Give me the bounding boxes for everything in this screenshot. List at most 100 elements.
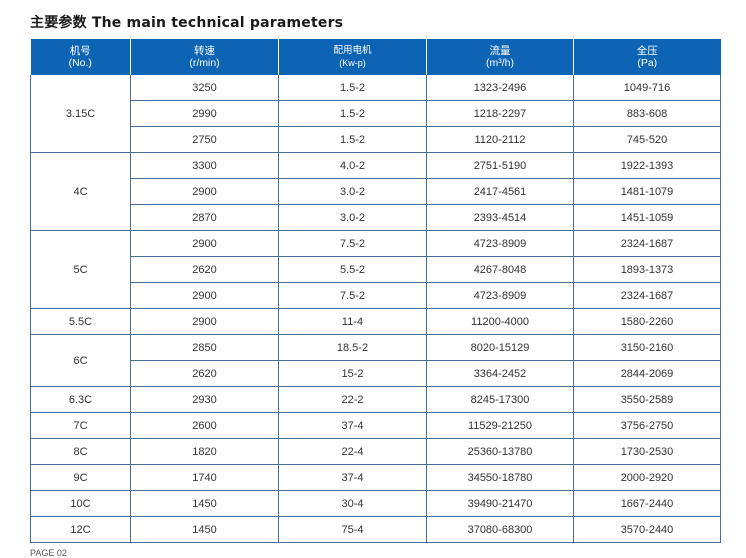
motor-cell: 22-4 xyxy=(278,438,427,465)
header-speed-en: (r/min) xyxy=(189,57,220,69)
speed-cell: 1740 xyxy=(130,464,279,491)
speed-cell: 3250 xyxy=(130,75,279,101)
header-flow-en: (m³/h) xyxy=(486,57,514,69)
flow-cell: 4267-8048 xyxy=(426,256,574,283)
flow-cell: 4723-8909 xyxy=(426,230,574,257)
motor-cell: 3.0-2 xyxy=(278,204,427,231)
header-speed: 转速 (r/min) xyxy=(130,39,279,75)
table-row: 2750 1.5-2 1120-2112 745-520 xyxy=(31,126,721,153)
speed-cell: 2850 xyxy=(130,334,279,361)
speed-cell: 1820 xyxy=(130,438,279,465)
speed-cell: 2930 xyxy=(130,386,279,413)
table-row: 5.5C 2900 11-4 11200-4000 1580-2260 xyxy=(30,308,721,335)
header-model-en: (No.) xyxy=(68,57,92,69)
model-cell: 10C xyxy=(30,490,131,517)
motor-cell: 1.5-2 xyxy=(278,126,427,153)
pressure-cell: 3150-2160 xyxy=(573,334,721,361)
motor-cell: 1.5-2 xyxy=(278,100,427,127)
motor-cell: 3.0-2 xyxy=(278,178,427,205)
model-cell: 6.3C xyxy=(30,386,131,413)
motor-cell: 18.5-2 xyxy=(278,334,427,361)
table-row: 6C 2850 18.5-2 8020-15129 3150-2160 xyxy=(30,334,721,387)
speed-cell: 3300 xyxy=(130,152,279,179)
motor-cell: 11-4 xyxy=(278,308,427,335)
header-motor-cn: 配用电机 xyxy=(333,45,372,56)
pressure-cell: 2000-2920 xyxy=(573,464,721,491)
pressure-cell: 1580-2260 xyxy=(573,308,721,335)
motor-cell: 75-4 xyxy=(278,516,427,543)
flow-cell: 11529-21250 xyxy=(426,412,574,439)
model-cell: 8C xyxy=(30,438,131,465)
motor-cell: 4.0-2 xyxy=(278,152,427,179)
table-row: 2990 1.5-2 1218-2297 883-608 xyxy=(31,100,721,127)
header-flow: 流量 (m³/h) xyxy=(426,39,574,75)
flow-cell: 1218-2297 xyxy=(426,100,574,127)
speed-cell: 2990 xyxy=(130,100,279,127)
motor-cell: 7.5-2 xyxy=(278,282,427,309)
table-row: 5C 2900 7.5-2 4723-8909 2324-1687 xyxy=(30,230,721,309)
pressure-cell: 1893-1373 xyxy=(573,256,721,283)
speed-cell: 2750 xyxy=(130,126,279,153)
pressure-cell: 2324-1687 xyxy=(573,282,721,309)
pressure-cell: 1730-2530 xyxy=(573,438,721,465)
speed-cell: 2870 xyxy=(130,204,279,231)
table-row: 8C 1820 22-4 25360-13780 1730-2530 xyxy=(30,438,721,465)
pressure-cell: 1922-1393 xyxy=(573,152,721,179)
model-cell: 3.15C xyxy=(30,75,131,153)
pressure-cell: 1667-2440 xyxy=(573,490,721,517)
pressure-cell: 883-608 xyxy=(573,100,721,127)
speed-cell: 2620 xyxy=(130,256,279,283)
model-cell: 4C xyxy=(30,152,131,231)
model-cell: 5C xyxy=(30,230,131,309)
pressure-cell: 745-520 xyxy=(573,126,721,153)
table-row: 2900 7.5-2 4723-8909 2324-1687 xyxy=(31,282,721,309)
motor-cell: 7.5-2 xyxy=(278,230,427,257)
speed-cell: 2900 xyxy=(130,178,279,205)
speed-cell: 2900 xyxy=(130,282,279,309)
flow-cell: 11200-4000 xyxy=(426,308,574,335)
pressure-cell: 3550-2589 xyxy=(573,386,721,413)
header-speed-cn: 转速 xyxy=(194,45,215,57)
pressure-cell: 1049-716 xyxy=(573,75,721,101)
model-cell: 6C xyxy=(30,334,131,387)
header-motor-en: (Kw-p) xyxy=(339,58,366,68)
speed-cell: 2900 xyxy=(130,230,279,257)
motor-cell: 37-4 xyxy=(278,464,427,491)
speed-cell: 2620 xyxy=(130,360,279,387)
pressure-cell: 1451-1059 xyxy=(573,204,721,231)
model-cell: 7C xyxy=(30,412,131,439)
pressure-cell: 2324-1687 xyxy=(573,230,721,257)
table-row: 3.15C 3250 1.5-2 1323-2496 1049-716 xyxy=(30,75,721,153)
table-row: 2620 5.5-2 4267-8048 1893-1373 xyxy=(31,256,721,283)
flow-cell: 4723-8909 xyxy=(426,282,574,309)
table-row: 4C 3300 4.0-2 2751-5190 1922-1393 xyxy=(30,152,721,231)
header-model-cn: 机号 xyxy=(69,45,91,57)
motor-cell: 30-4 xyxy=(278,490,427,517)
table-row: 9C 1740 37-4 34550-18780 2000-2920 xyxy=(30,464,721,491)
table-body: 3.15C 3250 1.5-2 1323-2496 1049-716 2990 1.5-2… xyxy=(30,75,721,543)
page-footer: PAGE 02 xyxy=(30,548,67,558)
header-pressure-cn: 全压 xyxy=(636,45,658,57)
flow-cell: 1120-2112 xyxy=(426,126,574,153)
flow-cell: 1323-2496 xyxy=(426,75,574,101)
header-motor: 配用电机 (Kw-p) xyxy=(278,39,427,75)
motor-cell: 37-4 xyxy=(278,412,427,439)
motor-cell: 5.5-2 xyxy=(278,256,427,283)
model-cell: 9C xyxy=(30,464,131,491)
flow-cell: 2393-4514 xyxy=(426,204,574,231)
model-cell: 5.5C xyxy=(30,308,131,335)
flow-cell: 37080-68300 xyxy=(426,516,574,543)
header-model: 机号 (No.) xyxy=(30,39,131,75)
pressure-cell: 3570-2440 xyxy=(573,516,721,543)
table-row: 12C 1450 75-4 37080-68300 3570-2440 xyxy=(30,516,721,543)
motor-cell: 1.5-2 xyxy=(278,75,427,101)
parameters-table: 机号 (No.) 转速 (r/min) 配用电机 (Kw-p) 流量 (m³/h… xyxy=(30,39,721,543)
speed-cell: 1450 xyxy=(130,516,279,543)
flow-cell: 8020-15129 xyxy=(426,334,574,361)
pressure-cell: 3756-2750 xyxy=(573,412,721,439)
table-row: 2620 15-2 3364-2452 2844-2069 xyxy=(31,360,721,387)
header-pressure: 全压 (Pa) xyxy=(573,39,721,75)
header-flow-cn: 流量 xyxy=(489,45,511,57)
flow-cell: 3364-2452 xyxy=(426,360,574,387)
pressure-cell: 2844-2069 xyxy=(573,360,721,387)
